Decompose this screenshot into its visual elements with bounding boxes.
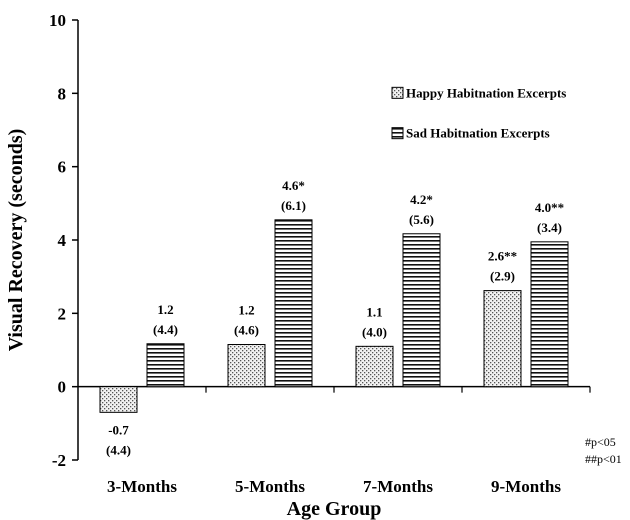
legend-label-sad: Sad Habitnation Excerpts	[406, 126, 550, 141]
significance-note: #p<05	[585, 435, 616, 449]
bar-value-label: -0.7	[108, 422, 129, 437]
bar-sd-label: (4.0)	[362, 324, 387, 339]
y-tick-label: 4	[58, 231, 67, 250]
bar-value-label: 1.2	[157, 302, 173, 317]
x-axis-title: Age Group	[287, 498, 382, 520]
bar-sd-label: (4.6)	[234, 323, 259, 338]
bar-value-label: 1.1	[366, 304, 382, 319]
bar-value-label: 4.0**	[535, 200, 564, 215]
bar-happy	[227, 344, 266, 388]
y-tick-label: 8	[58, 84, 67, 103]
bar-happy	[355, 345, 394, 388]
bar-sd-label: (6.1)	[281, 198, 306, 213]
bar-value-label: 1.2	[238, 303, 254, 318]
bar-sd-label: (3.4)	[537, 220, 562, 235]
y-tick-label: 10	[49, 11, 66, 30]
y-tick-label: 0	[58, 378, 67, 397]
y-tick-label: -2	[52, 451, 66, 470]
y-tick-label: 2	[58, 304, 67, 323]
legend-swatch-sad	[391, 127, 404, 140]
x-axis-ticks: 3-Months 5-Months 7-Months 9-Months	[107, 386, 591, 496]
bar-value-label: 4.6*	[282, 178, 305, 193]
bar-sd-label: (4.4)	[106, 442, 131, 457]
bar-sd-label: (5.6)	[409, 212, 434, 227]
legend-swatch-happy	[391, 86, 404, 99]
bar-value-label: 2.6**	[488, 249, 517, 264]
x-tick-label: 3-Months	[107, 477, 177, 496]
bar-sd-label: (4.4)	[153, 322, 178, 337]
bar-sd-label: (2.9)	[490, 269, 515, 284]
legend-label-happy: Happy Habitnation Excerpts	[406, 85, 566, 100]
bar-value-label: 4.2*	[410, 192, 433, 207]
y-axis-title: Visual Recovery (seconds)	[5, 129, 27, 352]
x-tick-label: 7-Months	[363, 477, 433, 496]
bars	[99, 219, 569, 413]
x-tick-label: 9-Months	[491, 477, 561, 496]
y-axis-ticks: -2 0 2 4 6 8 10	[49, 11, 78, 470]
bar-sad	[530, 241, 569, 388]
bar-sad	[274, 219, 313, 388]
bar-happy	[483, 290, 522, 388]
bar-happy	[99, 386, 138, 413]
data-labels: -0.7 (4.4) 1.2 (4.4) 1.2 (4.6) 4.6* (6.1) 1.1 (4.…	[106, 178, 564, 458]
bar-sad	[146, 343, 185, 388]
y-tick-label: 6	[58, 158, 67, 177]
significance-notes: #p<05 ##p<01	[585, 435, 622, 466]
x-tick-label: 5-Months	[235, 477, 305, 496]
bar-sad	[402, 233, 441, 388]
legend: Happy Habitnation Excerpts Sad Habitnati…	[391, 85, 566, 141]
significance-note: ##p<01	[585, 452, 622, 466]
